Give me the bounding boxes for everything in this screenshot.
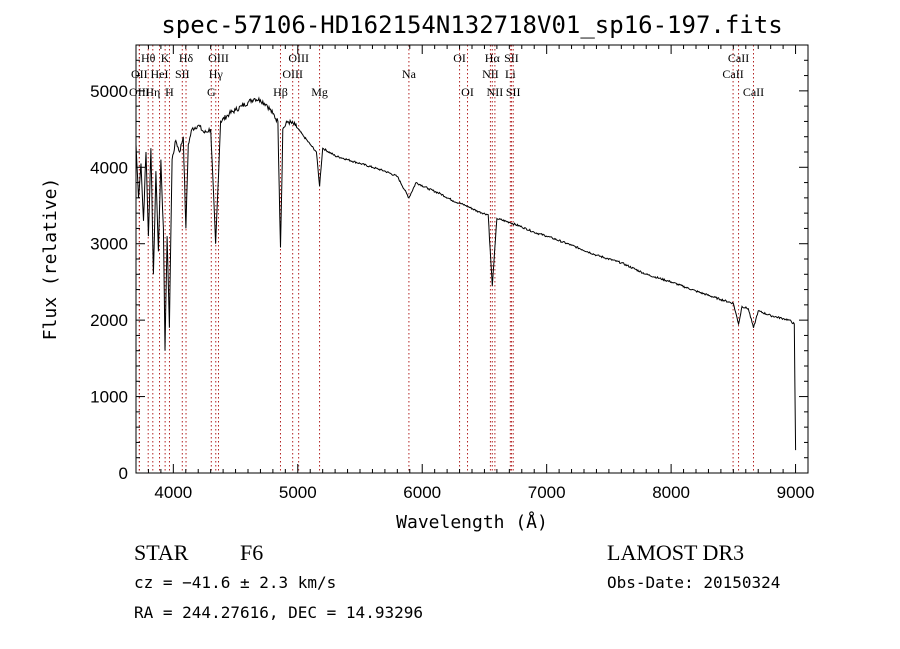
- x-tick-label: 6000: [403, 483, 441, 502]
- x-tick-label: 9000: [777, 483, 815, 502]
- line-label-4: HeI: [151, 67, 169, 81]
- redshift-velocity: cz = −41.6 ± 2.3 km/s: [134, 573, 337, 592]
- observation-date: Obs-Date: 20150324: [607, 573, 781, 592]
- line-label-22: SII: [504, 51, 519, 65]
- line-label-2: OIII: [129, 85, 150, 99]
- line-label-21: NII: [487, 85, 504, 99]
- line-label-6: H: [165, 85, 174, 99]
- y-tick-label: 0: [119, 464, 128, 483]
- line-label-26: CaII: [722, 67, 743, 81]
- line-label-11: G: [207, 85, 216, 99]
- spectral-line-labels: Hθ OII OIII K HeI Hη H Hδ SII OIII Hγ G Hβ OIII OIII Mg…: [129, 51, 764, 99]
- x-axis: 4000 5000 6000 7000 8000 9000: [135, 45, 815, 502]
- line-label-20: NII: [482, 67, 499, 81]
- chart-title: spec-57106-HD162154N132718V01_sp16-197.f…: [161, 11, 782, 39]
- line-label-17: OI: [453, 51, 466, 65]
- line-label-12: Hβ: [273, 85, 288, 99]
- line-label-16: Na: [402, 67, 417, 81]
- y-tick-label: 5000: [90, 82, 128, 101]
- line-label-23: Li: [505, 67, 516, 81]
- spectrum-line: [135, 96, 797, 451]
- line-label-19: Hα: [485, 51, 501, 65]
- spectral-line-markers: [138, 45, 754, 473]
- y-axis: 0 1000 2000 3000 4000 5000: [90, 44, 808, 483]
- y-axis-label: Flux (relative): [40, 178, 61, 341]
- line-label-25: CaII: [728, 51, 749, 65]
- line-label-15: Mg: [311, 85, 328, 99]
- object-subclass: F6: [240, 540, 264, 565]
- y-tick-label: 2000: [90, 311, 128, 330]
- line-label-1: OII: [131, 67, 148, 81]
- line-label-5: Hη: [145, 85, 160, 99]
- x-tick-label: 8000: [652, 483, 690, 502]
- line-label-9: OIII: [208, 51, 229, 65]
- survey-name: LAMOST DR3: [607, 540, 745, 565]
- y-tick-label: 1000: [90, 388, 128, 407]
- line-label-24: SII: [506, 85, 521, 99]
- y-tick-label: 3000: [90, 235, 128, 254]
- coordinates: RA = 244.27616, DEC = 14.93296: [134, 603, 423, 622]
- x-tick-label: 7000: [528, 483, 566, 502]
- x-tick-label: 4000: [154, 483, 192, 502]
- line-label-3: K: [161, 51, 170, 65]
- line-label-14: OIII: [282, 67, 303, 81]
- x-axis-label: Wavelength (Å): [396, 511, 548, 533]
- line-label-7: Hδ: [179, 51, 194, 65]
- line-label-18: OI: [461, 85, 474, 99]
- x-tick-label: 5000: [279, 483, 317, 502]
- line-label-0: Hθ: [141, 51, 156, 65]
- line-label-8: SII: [175, 67, 190, 81]
- line-label-27: CaII: [743, 85, 764, 99]
- line-label-13: OIII: [288, 51, 309, 65]
- object-class: STAR: [134, 540, 189, 565]
- y-tick-label: 4000: [90, 158, 128, 177]
- line-label-10: Hγ: [209, 67, 224, 81]
